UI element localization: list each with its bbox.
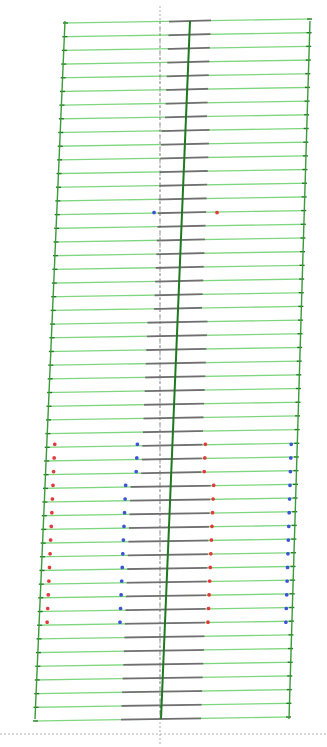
blue-marker: [289, 442, 294, 447]
red-marker: [211, 497, 215, 501]
right-edge-member: [288, 20, 311, 720]
blue-marker: [287, 497, 292, 501]
blue-marker: [134, 469, 139, 474]
red-marker: [50, 510, 54, 515]
blue-marker: [118, 620, 122, 624]
red-marker: [48, 551, 52, 556]
core-axis-member: [160, 20, 191, 720]
blue-marker: [122, 510, 127, 515]
red-marker: [47, 579, 51, 583]
red-marker: [45, 620, 49, 624]
red-marker: [207, 593, 211, 597]
blue-marker: [285, 565, 290, 570]
blue-marker: [121, 538, 126, 542]
blue-marker: [135, 442, 140, 447]
blue-marker: [123, 483, 128, 488]
red-marker: [50, 497, 55, 501]
blue-marker: [284, 593, 289, 597]
red-marker: [46, 593, 51, 597]
blue-marker: [119, 579, 124, 583]
red-marker: [207, 579, 212, 583]
left-edge-member: [34, 20, 66, 720]
blue-marker: [121, 551, 125, 556]
red-marker: [208, 565, 213, 570]
blue-marker: [286, 524, 291, 529]
blue-marker: [286, 551, 290, 556]
blue-marker: [284, 620, 288, 624]
red-marker: [209, 538, 214, 542]
reference-red-marker: [215, 210, 219, 215]
load-markers: [45, 210, 294, 624]
blue-marker: [285, 579, 289, 583]
red-marker: [206, 606, 211, 611]
edge-members: [33, 18, 312, 722]
red-marker: [51, 469, 56, 474]
blue-marker: [122, 524, 126, 529]
red-marker: [206, 620, 210, 624]
blue-marker: [123, 497, 127, 501]
reference-blue-marker: [152, 210, 156, 215]
blue-marker: [286, 538, 291, 542]
blue-marker: [289, 456, 293, 460]
red-marker: [48, 538, 53, 542]
blue-marker: [119, 593, 123, 597]
red-marker: [51, 483, 55, 488]
blue-marker: [288, 483, 292, 488]
floor-beams: [34, 18, 311, 722]
blue-marker: [288, 469, 293, 474]
blue-marker: [120, 565, 125, 570]
blue-marker: [135, 456, 139, 460]
red-marker: [210, 510, 215, 515]
red-marker: [52, 442, 57, 447]
red-marker: [202, 469, 207, 474]
red-marker: [210, 524, 214, 529]
red-marker: [209, 551, 213, 556]
blue-marker: [287, 510, 291, 515]
red-marker: [49, 524, 54, 529]
blue-marker: [284, 606, 289, 611]
red-marker: [47, 565, 52, 570]
red-marker: [203, 442, 208, 447]
red-marker: [211, 483, 216, 488]
red-marker: [45, 606, 50, 611]
blue-marker: [118, 606, 123, 611]
red-marker: [52, 456, 56, 460]
red-marker: [203, 456, 207, 460]
